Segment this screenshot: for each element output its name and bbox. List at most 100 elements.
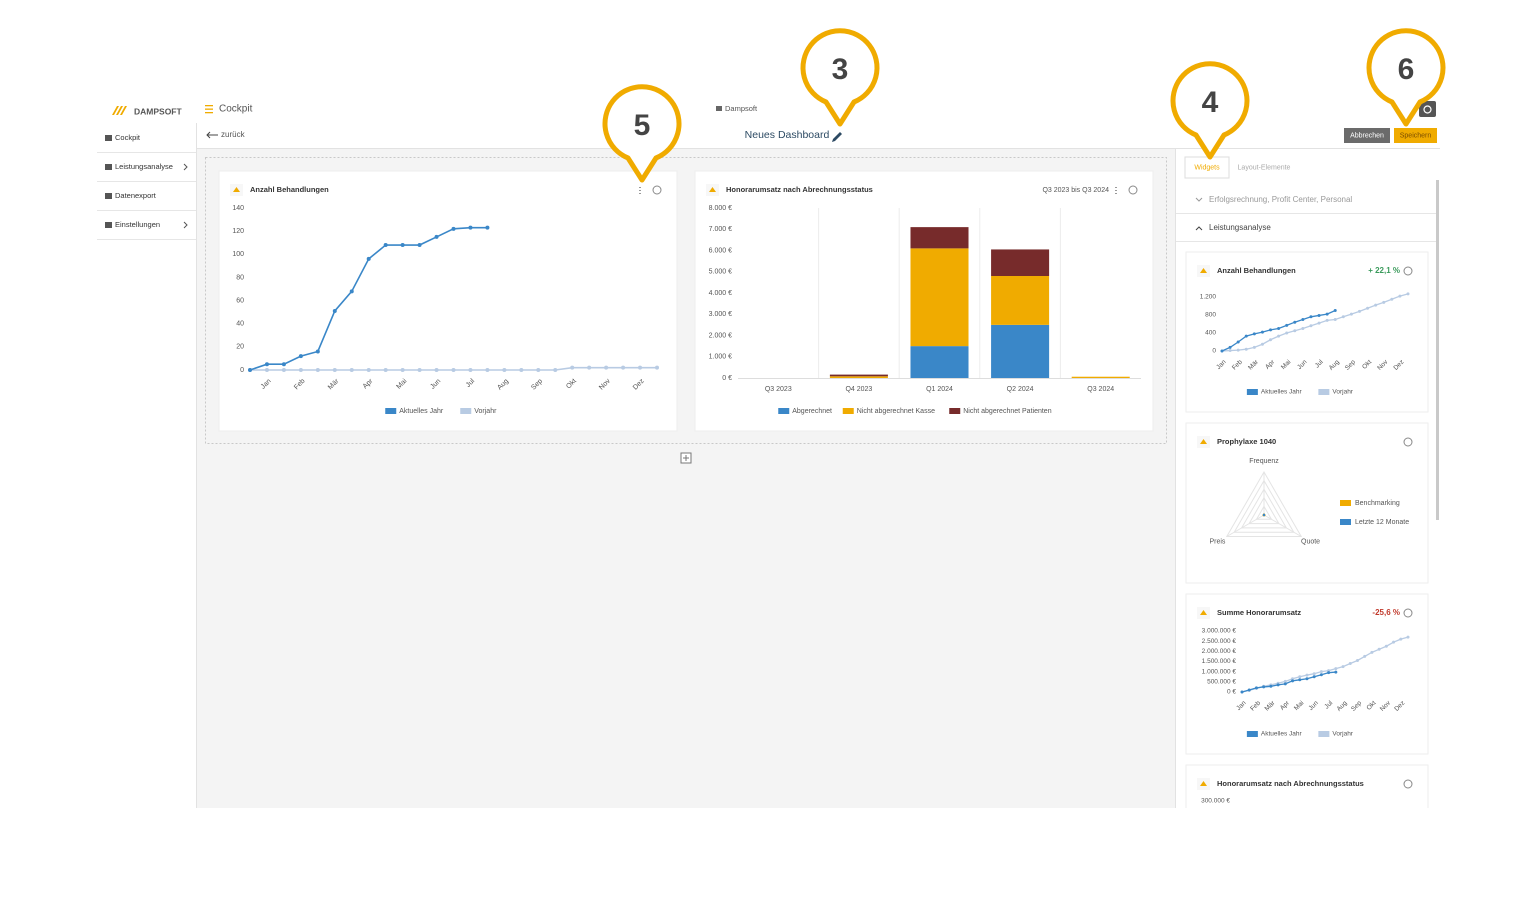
legend-swatch xyxy=(1246,731,1258,737)
add-icon xyxy=(683,455,689,461)
info-icon[interactable] xyxy=(652,185,662,195)
y-tick-label: 2.000 € xyxy=(709,332,732,339)
data-point xyxy=(1269,338,1273,342)
data-point xyxy=(519,368,524,372)
cancel-button[interactable] xyxy=(1344,128,1390,143)
widget-title: Honorarumsatz nach Abrechnungsstatus xyxy=(726,185,873,194)
data-point xyxy=(1283,682,1287,686)
save-label[interactable]: Speichern xyxy=(1400,132,1432,139)
info-icon[interactable] xyxy=(1128,185,1138,195)
data-point xyxy=(1228,349,1232,353)
nav-icon xyxy=(105,193,112,199)
nav-item[interactable] xyxy=(97,153,196,181)
data-point xyxy=(604,365,609,370)
widget-icon xyxy=(1200,610,1207,615)
data-point xyxy=(1384,644,1388,648)
data-point xyxy=(1298,675,1302,679)
info-icon[interactable] xyxy=(1403,266,1413,276)
data-point xyxy=(1312,672,1316,676)
data-point xyxy=(1390,297,1394,301)
data-point xyxy=(1236,340,1240,344)
legend-swatch xyxy=(842,408,854,414)
dashboard-title[interactable]: Neues Dashboard xyxy=(745,129,830,141)
tab[interactable]: Widgets xyxy=(1194,164,1220,171)
y-tick-label: 2.500.000 € xyxy=(1202,638,1237,645)
data-point xyxy=(1236,348,1240,352)
section-header[interactable]: Erfolgsrechnung, Profit Center, Personal xyxy=(1209,195,1352,204)
data-point xyxy=(1228,345,1232,349)
legend-label: Vorjahr xyxy=(1332,389,1353,396)
legend-swatch xyxy=(949,408,961,414)
legend-label: Letzte 12 Monate xyxy=(1355,519,1409,526)
info-icon[interactable] xyxy=(1403,437,1413,447)
edit-icon[interactable] xyxy=(832,132,842,142)
nav-item[interactable] xyxy=(97,124,196,152)
nav-label[interactable]: Cockpit xyxy=(115,133,141,142)
y-tick-label: 60 xyxy=(236,297,244,304)
data-point xyxy=(1334,670,1338,674)
data-point xyxy=(281,368,286,372)
y-tick-label: 100 xyxy=(232,251,244,258)
data-point xyxy=(417,243,422,248)
nav-label[interactable]: Leistungsanalyse xyxy=(115,162,173,171)
data-point xyxy=(1348,662,1352,666)
widget-icon xyxy=(709,187,716,192)
info-icon[interactable] xyxy=(1403,608,1413,618)
data-point xyxy=(1254,686,1258,690)
data-point xyxy=(1283,679,1287,683)
nav-item[interactable] xyxy=(97,182,196,210)
menu-icon[interactable] xyxy=(205,105,213,114)
radar-axis-label: Preis xyxy=(1209,539,1225,546)
data-point xyxy=(1277,334,1281,338)
data-point xyxy=(1406,292,1410,296)
cancel-label[interactable]: Abbrechen xyxy=(1350,132,1384,139)
active-tab[interactable] xyxy=(1184,156,1230,179)
section-header[interactable]: Leistungsanalyse xyxy=(1209,223,1271,232)
bar-segment xyxy=(910,248,969,347)
y-tick-label: 0 € xyxy=(722,375,732,382)
y-tick-label: 0 € xyxy=(1227,689,1236,696)
nav-icon xyxy=(105,164,112,170)
bar-segment xyxy=(910,346,969,378)
data-point xyxy=(468,368,473,372)
back-link[interactable]: zurück xyxy=(221,130,246,139)
nav-item[interactable] xyxy=(97,211,196,239)
data-point xyxy=(1305,673,1309,677)
bar-segment xyxy=(829,376,888,378)
callout-bubble xyxy=(1170,61,1250,160)
x-tick-label: Jul xyxy=(1314,358,1325,369)
nav-label[interactable]: Einstellungen xyxy=(115,220,160,229)
data-point xyxy=(1349,312,1353,316)
info-icon[interactable] xyxy=(1403,779,1413,789)
data-point xyxy=(1319,670,1323,674)
widget-title: Summe Honorarumsatz xyxy=(1217,608,1301,617)
radar-grid xyxy=(1248,496,1280,525)
tab[interactable]: Layout-Elemente xyxy=(1238,164,1291,171)
nav-chevron xyxy=(183,221,188,229)
data-point xyxy=(553,368,558,372)
bar-segment xyxy=(829,374,888,377)
x-tick-label: Q3 2024 xyxy=(1087,386,1114,393)
bar-segment xyxy=(991,324,1050,378)
data-point xyxy=(1293,320,1297,324)
nav-label[interactable]: Datenexport xyxy=(115,191,157,200)
data-point xyxy=(1333,318,1337,321)
data-point xyxy=(315,349,320,354)
power-button[interactable] xyxy=(1419,101,1436,117)
y-tick-label: 1.000 € xyxy=(709,354,732,361)
scrollbar[interactable] xyxy=(1436,180,1439,520)
data-point xyxy=(1220,349,1224,353)
legend-label: Abgerechnet xyxy=(792,408,832,415)
data-point xyxy=(1370,650,1374,654)
data-point xyxy=(1309,324,1313,328)
data-point xyxy=(383,368,388,372)
y-tick-label: 5.000 € xyxy=(709,269,732,276)
data-point xyxy=(1374,303,1378,307)
back-arrow[interactable] xyxy=(206,131,218,139)
y-tick-label: 4.000 € xyxy=(709,290,732,297)
data-point xyxy=(264,362,269,367)
widget-title: Honorarumsatz nach Abrechnungsstatus xyxy=(1217,779,1364,788)
save-button[interactable] xyxy=(1394,128,1437,143)
data-point xyxy=(468,225,473,230)
nav-chevron xyxy=(183,163,188,171)
